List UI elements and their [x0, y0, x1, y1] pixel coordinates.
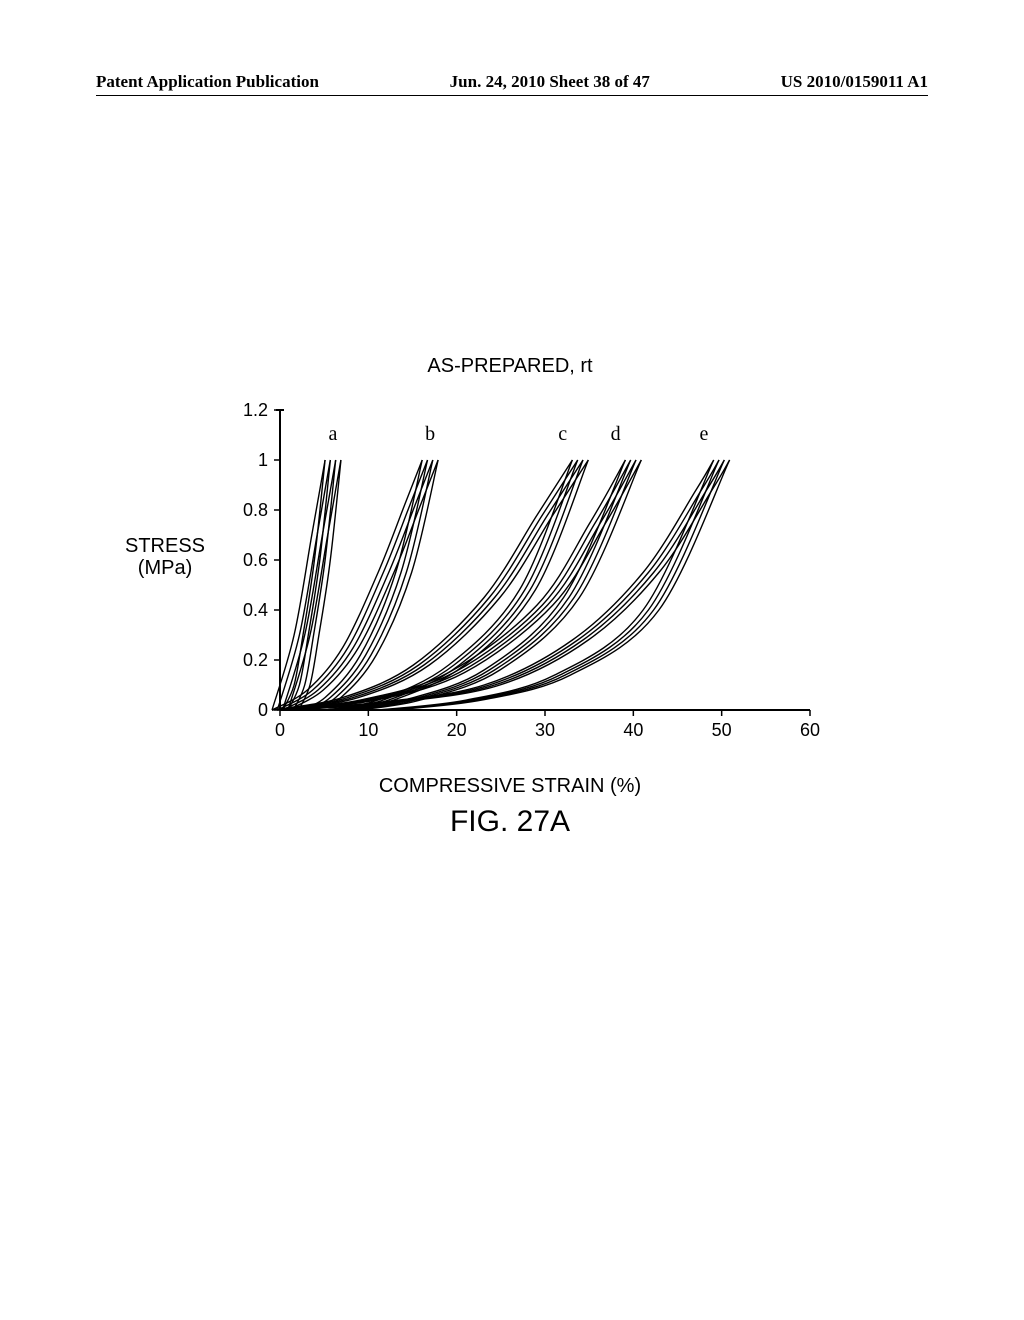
svg-text:c: c: [558, 423, 567, 445]
svg-text:0.4: 0.4: [243, 600, 268, 620]
svg-text:20: 20: [447, 720, 467, 740]
figure-caption: FIG. 27A: [150, 805, 870, 839]
chart-title: AS-PREPARED, rt: [150, 355, 870, 378]
svg-text:0: 0: [275, 720, 285, 740]
x-axis-label: COMPRESSIVE STRAIN (%): [150, 775, 870, 798]
page-root: Patent Application Publication Jun. 24, …: [0, 0, 1024, 1320]
page-header: Patent Application Publication Jun. 24, …: [0, 72, 1024, 92]
svg-text:60: 60: [800, 720, 820, 740]
figure-27a: AS-PREPARED, rt STRESS (MPa) 00.20.40.60…: [150, 390, 870, 770]
svg-text:40: 40: [623, 720, 643, 740]
svg-text:0.6: 0.6: [243, 550, 268, 570]
header-left: Patent Application Publication: [96, 72, 319, 92]
svg-text:0: 0: [258, 700, 268, 720]
svg-text:30: 30: [535, 720, 555, 740]
svg-text:0.8: 0.8: [243, 500, 268, 520]
chart-svg: 0 0.2 0.4 0.6 0.8 1 1.2 0 10 20 30 40 50 60 a b c d e: [150, 390, 870, 770]
svg-text:e: e: [700, 423, 709, 445]
chart-plot-area: 0 0.2 0.4 0.6 0.8 1 1.2 0 10 20 30 40 50 60 a b c d e: [150, 390, 870, 770]
svg-text:d: d: [611, 423, 621, 445]
svg-text:b: b: [425, 423, 435, 445]
header-right: US 2010/0159011 A1: [781, 72, 928, 92]
svg-text:a: a: [329, 423, 338, 445]
svg-text:50: 50: [712, 720, 732, 740]
header-center: Jun. 24, 2010 Sheet 38 of 47: [450, 72, 650, 92]
svg-text:1: 1: [258, 450, 268, 470]
svg-text:1.2: 1.2: [243, 400, 268, 420]
header-rule: [96, 95, 928, 96]
svg-text:0.2: 0.2: [243, 650, 268, 670]
svg-text:10: 10: [358, 720, 378, 740]
